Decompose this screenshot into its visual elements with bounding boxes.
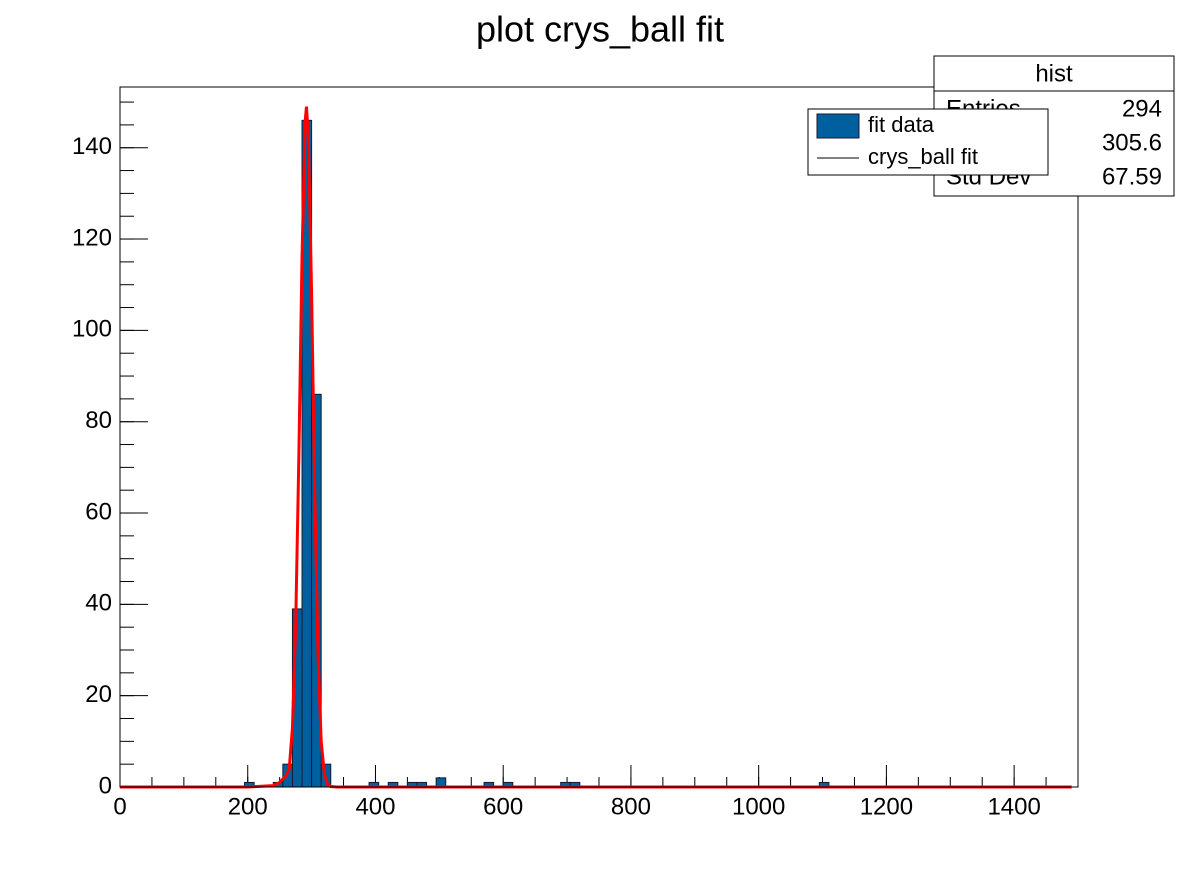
y-tick-label: 100 (72, 316, 112, 343)
legend-label: fit data (868, 112, 935, 137)
x-tick-label: 600 (483, 793, 523, 820)
x-tick-label: 1200 (860, 793, 913, 820)
stats-value: 305.6 (1102, 129, 1162, 156)
stats-value: 67.59 (1102, 163, 1162, 190)
x-tick-label: 400 (355, 793, 395, 820)
y-tick-label: 40 (85, 590, 112, 617)
legend-box (807, 108, 1049, 176)
y-tick-label: 60 (85, 498, 112, 525)
y-tick-label: 80 (85, 407, 112, 434)
stats-title: hist (1035, 60, 1073, 87)
legend-swatch (816, 113, 860, 139)
x-tick-label: 800 (611, 793, 651, 820)
x-tick-label: 0 (113, 793, 126, 820)
y-tick-label: 20 (85, 681, 112, 708)
y-tick-label: 120 (72, 224, 112, 251)
x-tick-label: 200 (228, 793, 268, 820)
x-tick-label: 1400 (987, 793, 1040, 820)
stats-value: 294 (1122, 95, 1162, 122)
y-tick-label: 0 (99, 772, 112, 799)
y-tick-label: 140 (72, 133, 112, 160)
fit-curve (120, 106, 1072, 789)
x-tick-label: 1000 (732, 793, 785, 820)
chart-title: plot crys_ball fit (476, 9, 724, 50)
legend-label: crys_ball fit (868, 144, 978, 169)
